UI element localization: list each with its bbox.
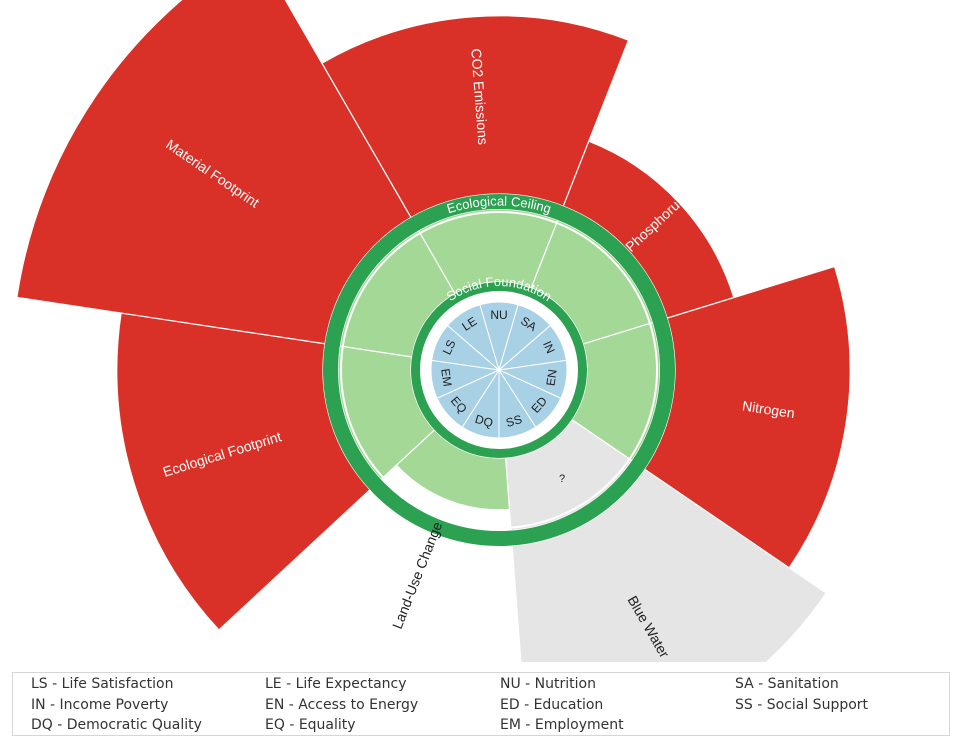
ceiling-inner-line [340,211,658,529]
legend-item: DQ - Democratic Quality [31,717,202,733]
social-segment-le [446,304,500,372]
label-nitrogen: Nitrogen [741,397,796,421]
legend-item: LS - Life Satisfaction [31,676,174,692]
social-code-em: EM [438,368,454,388]
legend-item: SS - Social Support [735,696,869,713]
legend-item: IN - Income Poverty [31,696,169,713]
ecological-ceiling-label: Ecological Ceiling [445,193,553,216]
label-co2-emissions: CO2 Emissions [468,48,491,145]
legend: LS - Life Satisfaction LE - Life Expectan… [12,672,950,736]
social-code-ls: LS [440,338,459,357]
legend-item: ED - Education [500,696,604,713]
legend-item: EM - Employment [500,717,624,733]
legend-item: NU - Nutrition [500,676,596,692]
ecological-segments [16,0,851,662]
social-code-dq: DQ [473,412,494,431]
overshoot-nitrogen [643,265,851,569]
ecological-ceiling-ring [323,194,675,546]
social-code-in: IN [540,339,558,356]
label-land-use-change: Land-Use Change [389,519,445,631]
legend-item: EN - Access to Energy [265,696,419,713]
unknown-marker: ? [559,473,565,485]
legend-item: EQ - Equality [265,717,356,733]
social-code-ss: SS [504,412,523,430]
legend-item: SA - Sanitation [735,676,839,692]
shortfall-gap-land-use-change [380,465,512,531]
social-code-le: LE [459,314,479,334]
social-segments [430,301,568,439]
social-code-en: EN [544,368,560,386]
social-code-nu: NU [490,308,507,322]
legend-item: LE - Life Expectancy [265,676,407,692]
